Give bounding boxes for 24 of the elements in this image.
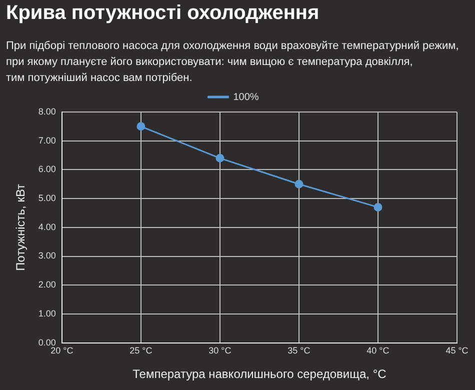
y-tick-label: 2.00: [38, 280, 56, 290]
x-axis-title: Температура навколишнього середовища, °C: [132, 367, 387, 382]
y-tick-label: 5.00: [38, 193, 56, 204]
x-tick-label: 25 °C: [130, 346, 153, 356]
y-tick-label: 0.00: [38, 337, 56, 348]
y-tick-label: 8.00: [38, 106, 56, 116]
x-tick-label: 45 °C: [446, 346, 469, 356]
point: [294, 180, 304, 188]
y-tick-label: 7.00: [38, 135, 56, 146]
point: [374, 202, 382, 212]
y-tick-label: 1.00: [38, 308, 56, 318]
x-tick-label: 40 °C: [366, 346, 390, 356]
chart-title: Крива потужності охолодження: [6, 2, 320, 25]
y-axis-title: Потужність, кВт: [14, 183, 28, 271]
y-tick-label: 3.00: [38, 250, 56, 261]
chart-subtitle: При підборі теплового насоса для охолодження води враховуйте температурний режим, при якому плануєте його використовувати: чим вищою є температура довкілля, тим потужніший насос вам потрібен.: [6, 39, 459, 86]
point: [136, 122, 146, 131]
x-tick-label: 35 °C: [288, 346, 311, 356]
y-tick-label: 4.00: [38, 222, 56, 232]
y-tick-label: 6.00: [38, 164, 56, 174]
point: [216, 154, 224, 162]
x-tick-label: 30 °C: [208, 346, 232, 356]
legend-label: 100%: [233, 92, 259, 103]
x-tick-label: 20 °C: [50, 346, 74, 356]
